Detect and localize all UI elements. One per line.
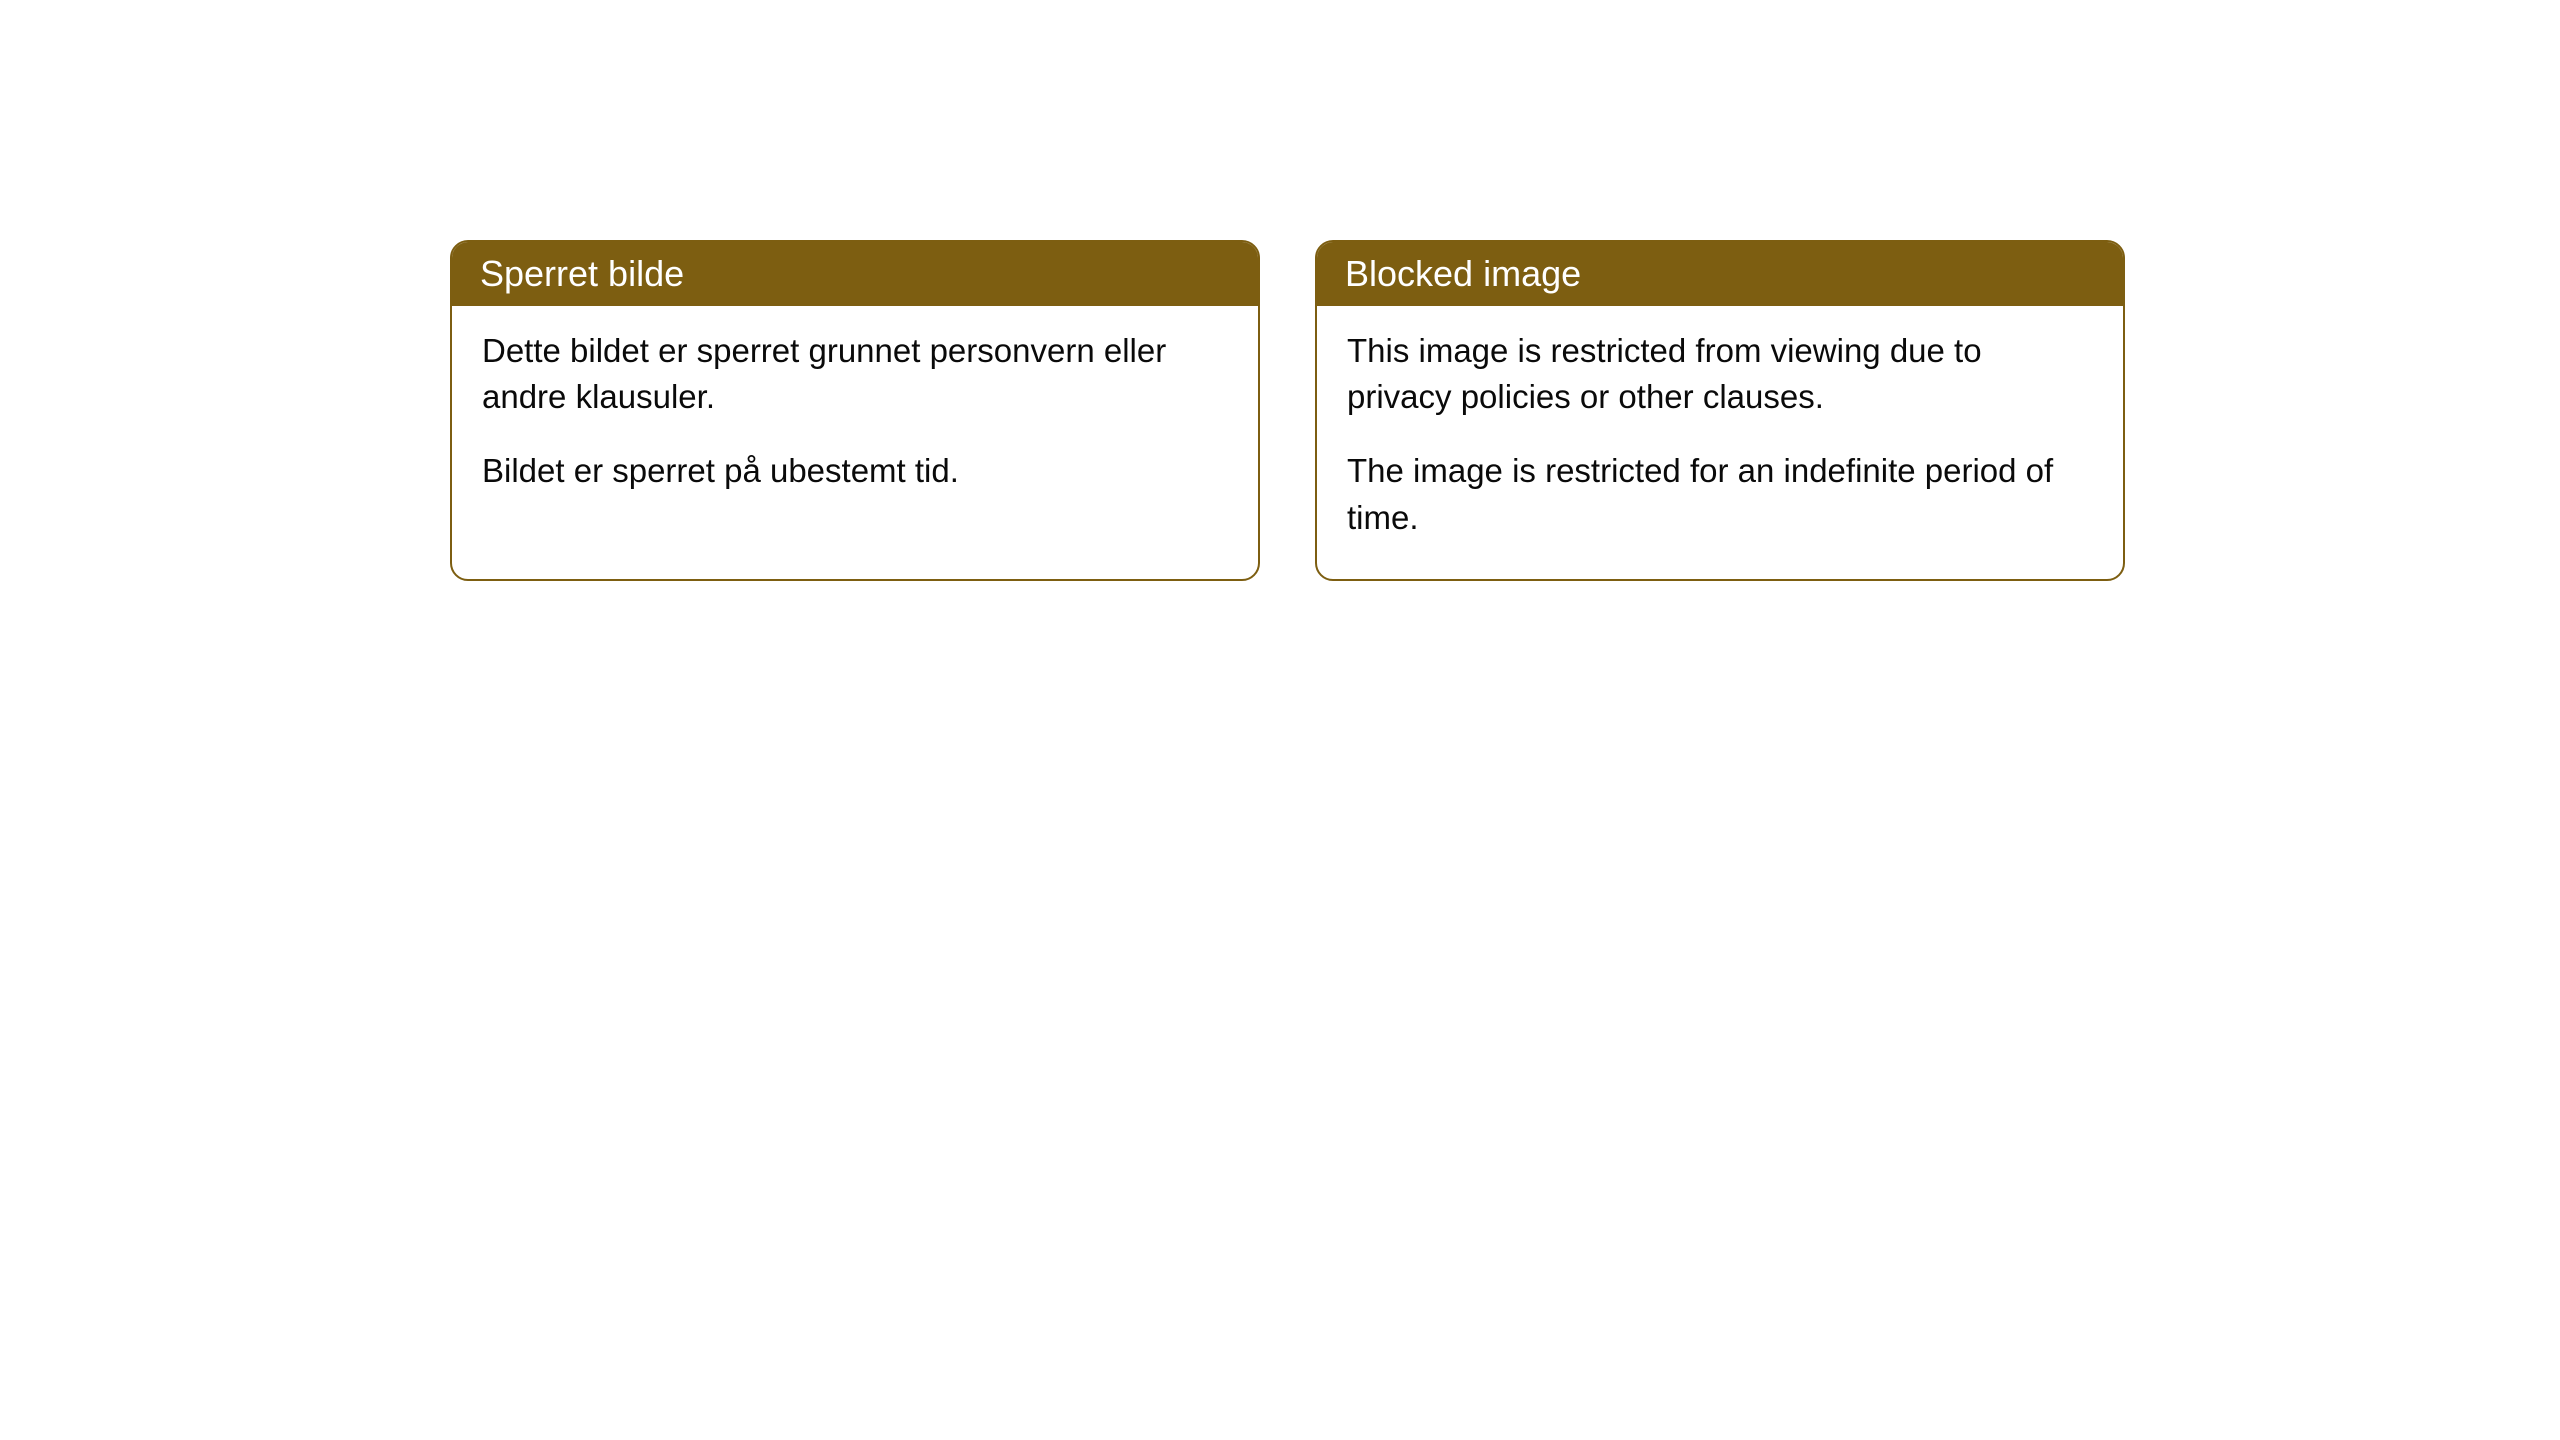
card-body-norwegian: Dette bildet er sperret grunnet personve…: [452, 306, 1258, 533]
card-title-norwegian: Sperret bilde: [480, 253, 684, 294]
card-header-norwegian: Sperret bilde: [452, 242, 1258, 306]
blocked-image-card-english: Blocked image This image is restricted f…: [1315, 240, 2125, 581]
card-paragraph-1-english: This image is restricted from viewing du…: [1347, 328, 2093, 420]
card-paragraph-1-norwegian: Dette bildet er sperret grunnet personve…: [482, 328, 1228, 420]
card-title-english: Blocked image: [1345, 253, 1581, 294]
card-paragraph-2-english: The image is restricted for an indefinit…: [1347, 448, 2093, 540]
card-paragraph-2-norwegian: Bildet er sperret på ubestemt tid.: [482, 448, 1228, 494]
notice-container: Sperret bilde Dette bildet er sperret gr…: [450, 240, 2125, 581]
card-body-english: This image is restricted from viewing du…: [1317, 306, 2123, 579]
card-header-english: Blocked image: [1317, 242, 2123, 306]
blocked-image-card-norwegian: Sperret bilde Dette bildet er sperret gr…: [450, 240, 1260, 581]
